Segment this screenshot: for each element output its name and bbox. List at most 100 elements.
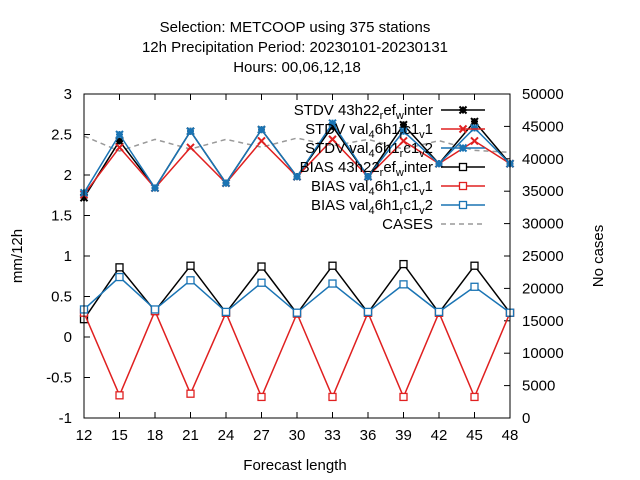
y-tick-label: 2.5 — [51, 127, 72, 144]
legend-label: STDV val46h1rc1v1 — [305, 121, 433, 141]
y-tick-label: 1 — [64, 248, 72, 265]
legend-marker — [458, 181, 468, 191]
y2-tick-label: 10000 — [522, 345, 564, 362]
legend-label-part: 4 — [368, 186, 374, 198]
data-point — [399, 127, 408, 136]
legend-label-part: 6h1 — [375, 178, 400, 195]
x-tick-label: 21 — [182, 427, 199, 444]
legend-label-part: STDV val — [305, 121, 368, 138]
data-point — [186, 143, 195, 152]
data-point — [328, 279, 337, 288]
legend-item: STDV val46h1rc1v1 — [305, 121, 485, 141]
legend-label-part: BIAS val — [311, 197, 369, 214]
data-point — [292, 308, 302, 317]
legend-label-part: r — [380, 110, 384, 122]
legend-label: STDV val46h1rc1v2 — [305, 140, 433, 160]
legend-label-part: 1 — [425, 121, 433, 138]
series-line — [83, 135, 511, 154]
legend-label-part: CASES — [382, 216, 433, 233]
data-point — [115, 263, 124, 272]
y2-tick-label: 45000 — [522, 118, 564, 135]
chart-title-line-1: Selection: METCOOP using 375 stations — [160, 19, 431, 36]
x-tick-label: 45 — [466, 427, 483, 444]
legend-label-part: c1 — [403, 197, 419, 214]
legend-item: BIAS 43h22refwinter — [300, 159, 485, 179]
data-point — [115, 130, 124, 139]
y2-tick-label: 5000 — [522, 378, 555, 395]
data-point — [186, 276, 195, 285]
legend-label-part: 6h1 — [375, 197, 400, 214]
legend-item: BIAS val46h1rc1v2 — [311, 197, 485, 217]
legend-label-part: r — [400, 186, 404, 198]
legend-marker — [458, 124, 468, 134]
series-0 — [79, 117, 515, 202]
x-tick-label: 18 — [147, 427, 164, 444]
y2-tick-label: 50000 — [522, 86, 564, 103]
data-point — [328, 135, 337, 144]
legend-marker — [458, 143, 468, 153]
data-point — [328, 261, 337, 270]
y-tick-label: 0.5 — [51, 289, 72, 306]
data-point — [399, 259, 408, 269]
series-line — [83, 276, 511, 314]
y2-axis-ticks: 0 5000 10000 15000 20000 25000 30000 35000 40000… — [504, 86, 564, 427]
x-tick-label: 42 — [431, 427, 448, 444]
data-point — [115, 143, 124, 152]
data-point — [115, 391, 124, 400]
legend-label-part: v — [419, 186, 425, 198]
legend-item: STDV val46h1rc1v2 — [305, 140, 485, 160]
x-tick-label: 36 — [360, 427, 377, 444]
legend-label-part: 1 — [425, 178, 433, 195]
legend-marker — [458, 162, 468, 172]
series-5 — [79, 272, 515, 317]
legend-label-part: c1 — [403, 178, 419, 195]
legend-label: BIAS val46h1rc1v1 — [311, 178, 433, 198]
y-tick-label: -0.5 — [46, 370, 72, 387]
y-tick-label: 2 — [64, 167, 72, 184]
x-tick-label: 48 — [502, 427, 519, 444]
series-6 — [83, 135, 511, 154]
data-point — [399, 120, 408, 129]
data-point — [186, 389, 195, 398]
plot-frame — [83, 93, 511, 419]
data-point — [257, 136, 266, 146]
legend-label-part: r — [400, 205, 404, 217]
legend-item: CASES — [382, 216, 485, 233]
y2-tick-label: 0 — [522, 410, 530, 427]
y-axis-ticks: -1 -0.5 0 0.5 1 1.5 2 2.5 3 — [46, 86, 90, 427]
legend-label-part: BIAS 43h22 — [300, 159, 380, 176]
legend-label-part: r — [400, 148, 404, 160]
x-tick-label: 33 — [324, 427, 341, 444]
legend-label-part: v — [419, 205, 425, 217]
legend-label-part: r — [380, 167, 384, 179]
series-line — [83, 309, 511, 399]
y-tick-label: 0 — [64, 329, 72, 346]
legend-label-part: c1 — [403, 140, 419, 157]
legend-label-part: inter — [404, 102, 433, 119]
y-axis-label: mm/12h — [9, 229, 26, 283]
data-point — [363, 307, 373, 317]
legend-label: STDV 43h22refwinter — [294, 102, 433, 122]
legend-label-part: ef — [383, 159, 396, 176]
data-point — [257, 392, 266, 402]
legend-label-part: 6h1 — [375, 140, 400, 157]
legend-label-part: 2 — [425, 197, 433, 214]
legend-item: BIAS val46h1rc1v1 — [311, 178, 485, 198]
data-point — [470, 261, 479, 270]
legend-label-part: 4 — [368, 205, 374, 217]
data-point — [470, 136, 479, 146]
series-4 — [79, 306, 515, 402]
x-tick-label: 24 — [218, 427, 235, 444]
legend-label-part: c1 — [403, 121, 419, 138]
data-point — [470, 117, 479, 126]
legend-label-part: STDV val — [305, 140, 368, 157]
y2-tick-label: 30000 — [522, 216, 564, 233]
data-point — [434, 307, 444, 317]
chart-title-line-2: 12h Precipitation Period: 20230101-20230… — [142, 39, 448, 56]
data-point — [115, 272, 124, 282]
data-point — [150, 183, 160, 193]
legend-label-part: 6h1 — [375, 121, 400, 138]
legend-label-part: v — [419, 129, 425, 141]
